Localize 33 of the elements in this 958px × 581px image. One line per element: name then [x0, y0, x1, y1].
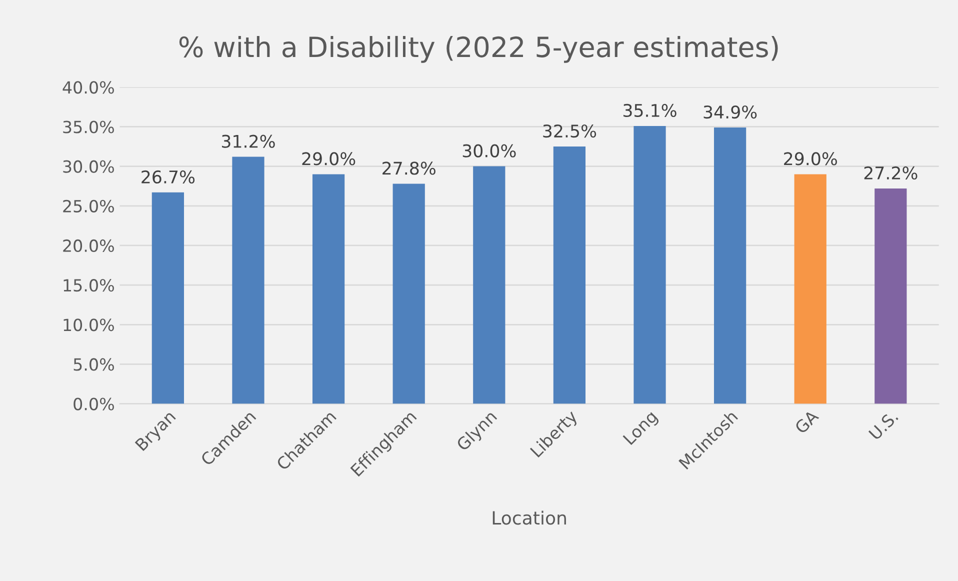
x-tick-label: GA: [794, 408, 820, 434]
y-tick-label: 35.0%: [63, 120, 114, 134]
bar: [553, 146, 586, 404]
y-tick-label: 25.0%: [63, 200, 114, 212]
data-label: 29.0%: [302, 152, 356, 166]
bar: [874, 188, 907, 404]
y-tick-label: 10.0%: [64, 318, 114, 332]
data-label: 29.0%: [784, 152, 837, 166]
y-tick-label: 0.0%: [74, 398, 114, 410]
data-label: 27.2%: [864, 166, 918, 180]
data-label: 26.7%: [142, 170, 195, 184]
data-label: 31.2%: [222, 134, 275, 148]
y-tick-label: 30.0%: [63, 160, 114, 173]
y-tick-label: 5.0%: [74, 358, 114, 371]
bar: [392, 184, 425, 404]
data-label: 32.5%: [543, 124, 596, 138]
chart-title: % with a Disability (2022 5-year estimates): [179, 36, 778, 63]
bar: [714, 128, 746, 404]
y-tick-label: 20.0%: [63, 239, 114, 252]
bar: [794, 174, 826, 404]
y-tick-label: 15.0%: [64, 279, 114, 292]
bar: [152, 192, 184, 404]
bar: [473, 166, 506, 404]
data-label: 27.8%: [382, 162, 436, 175]
y-tick-label: 40.0%: [62, 81, 114, 94]
x-axis-title: Location: [492, 510, 566, 525]
data-label: 35.1%: [623, 104, 676, 118]
data-label: 34.9%: [704, 105, 757, 119]
bar: [634, 126, 666, 404]
bar: [312, 174, 345, 404]
bar: [232, 156, 264, 404]
data-label: 30.0%: [462, 144, 516, 158]
x-tick-label: U.S.: [868, 410, 899, 440]
